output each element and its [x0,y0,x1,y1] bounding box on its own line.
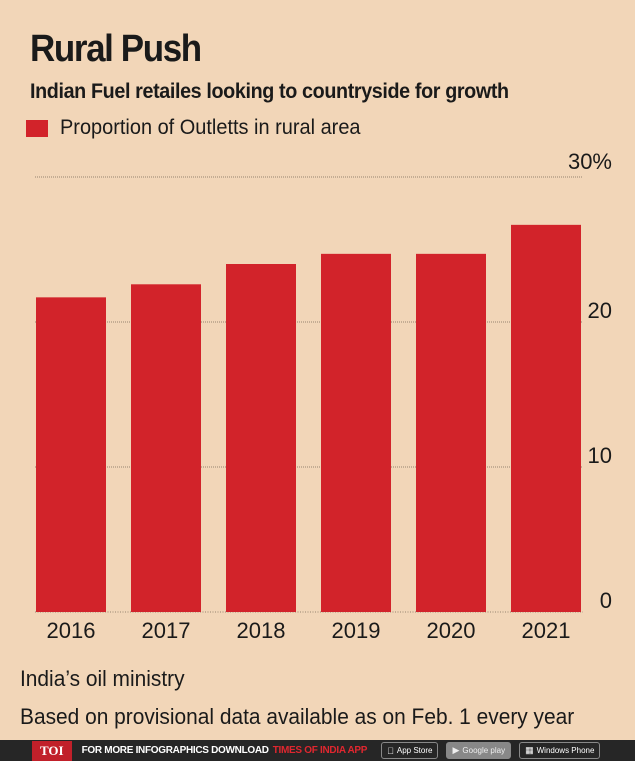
bar [131,284,201,612]
x-tick-label: 2018 [237,618,286,643]
x-tick-label: 2017 [142,618,191,643]
legend: Proportion of Outletts in rural area [26,116,376,140]
banner-app-name: TIMES OF INDIA APP [272,745,368,756]
apple-icon:  [387,746,394,756]
windows-phone-button[interactable]: ▦ Windows Phone [518,742,601,759]
bar-chart: 30% 20 10 0 2016 2017 2018 2019 2020 2021 [35,149,612,643]
bar [511,224,581,612]
play-icon: ▶ [445,745,459,755]
bar [321,253,391,612]
x-tick-label: 2020 [427,618,476,643]
bar [416,253,486,612]
legend-swatch [26,119,48,137]
y-tick-label: 10 [588,443,612,468]
x-tick-label: 2021 [522,618,571,643]
banner-text: FOR MORE INFOGRAPHICS DOWNLOAD [81,745,269,756]
windows-phone-label: Windows Phone [529,746,595,755]
toi-logo: TOI [32,740,72,761]
source-note: India’s oil ministry [20,666,185,691]
windows-icon: ▦ [518,745,534,755]
x-tick-label: 2019 [332,618,381,643]
bar [36,297,106,612]
chart-title: Rural Push [30,28,202,70]
y-tick-label: 0 [600,588,612,613]
legend-label: Proportion of Outletts in rural area [60,116,361,139]
app-store-button[interactable]:  App Store [381,742,439,759]
google-play-label: Google play [455,746,505,755]
x-tick-label: 2016 [47,618,96,643]
chart-subtitle: Indian Fuel retailes looking to countrys… [30,80,509,103]
app-store-label: App Store [390,746,433,755]
google-play-button[interactable]: ▶ Google play [445,742,512,759]
y-tick-label: 30% [568,149,612,174]
y-tick-label: 20 [588,298,612,323]
promo-banner[interactable]: TOI FOR MORE INFOGRAPHICS DOWNLOAD TIMES… [0,740,635,761]
bar [226,264,296,612]
data-note: Based on provisional data available as o… [20,704,575,729]
